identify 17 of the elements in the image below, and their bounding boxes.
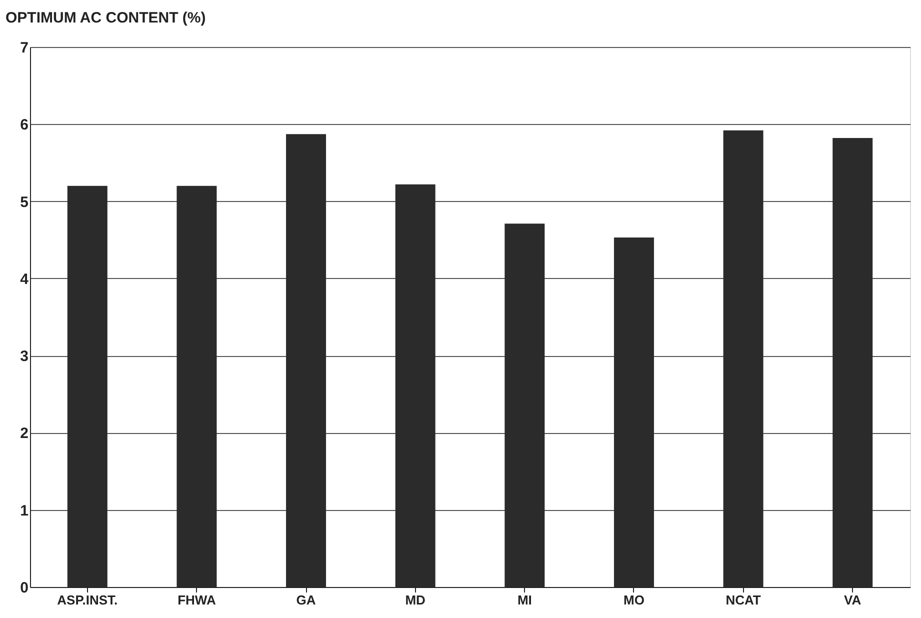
y-tick-label: 7 xyxy=(20,40,28,56)
x-tick-label: GA xyxy=(296,592,316,608)
y-tick-label: 6 xyxy=(20,116,28,134)
y-tick-label: 0 xyxy=(20,580,28,596)
x-tick-label: NCAT xyxy=(726,592,761,608)
y-tick-label: 3 xyxy=(20,348,28,366)
y-tick-label: 1 xyxy=(20,502,28,520)
y-tick-label: 4 xyxy=(20,270,30,288)
x-tick-label: ASP.INST. xyxy=(57,592,118,608)
y-axis-title: OPTIMUM AC CONTENT (%) xyxy=(6,10,206,26)
y-tick-label: 5 xyxy=(20,194,28,211)
x-tick-label: MD xyxy=(405,592,426,608)
x-tick-label: VA xyxy=(844,592,862,608)
x-tick-label: FHWA xyxy=(178,592,216,608)
x-tick-label: MO xyxy=(624,592,644,608)
y-tick-label: 2 xyxy=(20,425,28,442)
x-tick-label: MI xyxy=(517,592,532,608)
